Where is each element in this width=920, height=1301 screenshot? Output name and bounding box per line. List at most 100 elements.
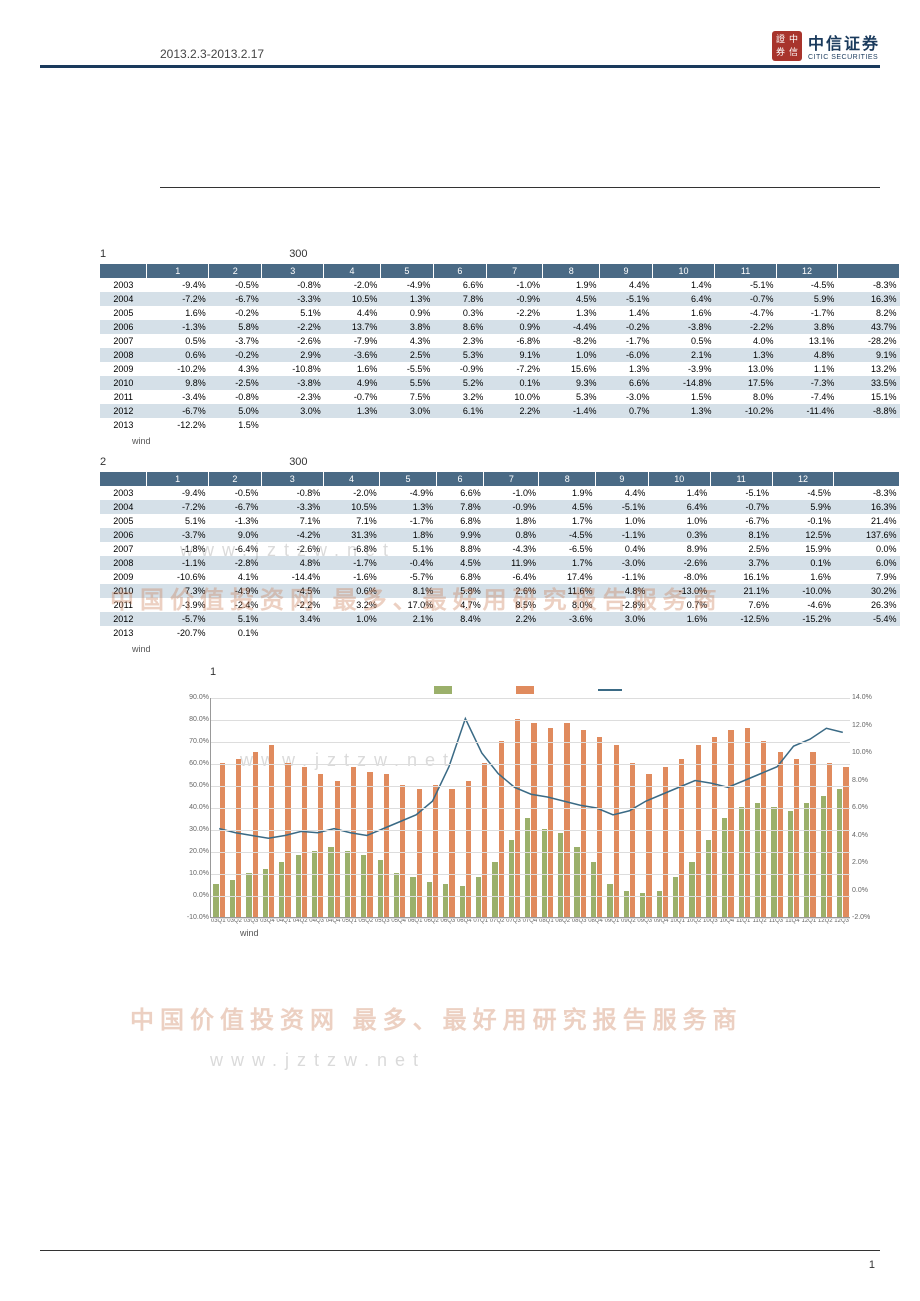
value-cell: -6.5%	[539, 542, 595, 556]
year-cell: 2011	[100, 598, 147, 612]
col-header: 9	[600, 264, 653, 278]
value-cell: 5.1%	[147, 514, 209, 528]
value-cell: 4.4%	[600, 278, 653, 292]
year-cell: 2010	[100, 376, 147, 390]
value-cell: 15.9%	[772, 542, 834, 556]
value-cell: -9.4%	[147, 278, 209, 292]
value-cell	[323, 626, 379, 640]
table-row: 2006-3.7%9.0%-4.2%31.3%1.8%9.9%0.8%-4.5%…	[100, 528, 900, 542]
y-left-tick: 90.0%	[169, 694, 209, 701]
value-cell: 1.0%	[648, 514, 710, 528]
value-cell: -20.7%	[147, 626, 209, 640]
col-header: 4	[323, 472, 379, 486]
chart-source: wind	[240, 928, 880, 938]
value-cell: 1.3%	[715, 348, 777, 362]
value-cell	[777, 418, 838, 432]
value-cell: -0.2%	[600, 320, 653, 334]
value-cell: 5.8%	[209, 320, 262, 334]
value-cell: 1.3%	[380, 292, 433, 306]
value-cell: -2.0%	[324, 278, 381, 292]
value-cell: -1.7%	[323, 556, 379, 570]
value-cell: -6.7%	[209, 500, 262, 514]
value-cell	[772, 626, 834, 640]
value-cell: -28.2%	[837, 334, 899, 348]
value-cell: 8.6%	[433, 320, 486, 334]
value-cell: -4.4%	[543, 320, 600, 334]
value-cell: 10.5%	[323, 500, 379, 514]
value-cell: 17.4%	[539, 570, 595, 584]
y-left-tick: -10.0%	[169, 914, 209, 921]
y-left-tick: 80.0%	[169, 716, 209, 723]
value-cell: -0.7%	[710, 500, 772, 514]
table-row: 20070.5%-3.7%-2.6%-7.9%4.3%2.3%-6.8%-8.2…	[100, 334, 900, 348]
value-cell: -1.7%	[777, 306, 838, 320]
value-cell: -2.3%	[262, 390, 324, 404]
col-header: 11	[710, 472, 772, 486]
col-header: 7	[486, 264, 543, 278]
value-cell: 7.9%	[834, 570, 900, 584]
value-cell: -2.5%	[209, 376, 262, 390]
col-header: 7	[484, 472, 539, 486]
value-cell: -2.6%	[648, 556, 710, 570]
table-row: 2012-5.7%5.1%3.4%1.0%2.1%8.4%2.2%-3.6%3.…	[100, 612, 900, 626]
value-cell: -11.4%	[777, 404, 838, 418]
value-cell: 4.9%	[324, 376, 381, 390]
value-cell: 3.0%	[380, 404, 433, 418]
value-cell: 15.6%	[543, 362, 600, 376]
value-cell: -0.5%	[209, 486, 262, 500]
value-cell: 1.3%	[324, 404, 381, 418]
table-row: 2013-20.7%0.1%	[100, 626, 900, 640]
value-cell: -5.7%	[380, 570, 436, 584]
value-cell: -4.9%	[380, 278, 433, 292]
section-divider	[160, 68, 880, 188]
value-cell: 1.8%	[380, 528, 436, 542]
value-cell: 9.1%	[486, 348, 543, 362]
value-cell: -0.9%	[486, 292, 543, 306]
value-cell	[715, 418, 777, 432]
value-cell: -8.0%	[648, 570, 710, 584]
y-left-tick: 30.0%	[169, 826, 209, 833]
value-cell: 7.8%	[436, 500, 484, 514]
chart-plot-area: 90.0%80.0%70.0%60.0%50.0%40.0%30.0%20.0%…	[210, 698, 850, 918]
table-row: 2004-7.2%-6.7%-3.3%10.5%1.3%7.8%-0.9%4.5…	[100, 292, 900, 306]
legend-item-3	[598, 684, 626, 694]
col-header	[837, 264, 899, 278]
col-header: 5	[380, 472, 436, 486]
value-cell	[436, 626, 484, 640]
value-cell: 1.9%	[543, 278, 600, 292]
value-cell: 0.6%	[147, 348, 209, 362]
value-cell: -10.0%	[772, 584, 834, 598]
value-cell: -0.7%	[715, 292, 777, 306]
value-cell: -4.5%	[777, 278, 838, 292]
table-row: 2003-9.4%-0.5%-0.8%-2.0%-4.9%6.6%-1.0%1.…	[100, 278, 900, 292]
value-cell: 4.3%	[380, 334, 433, 348]
footer-rule	[40, 1250, 880, 1251]
value-cell: 4.8%	[261, 556, 323, 570]
value-cell: 5.3%	[433, 348, 486, 362]
value-cell: 2.1%	[380, 612, 436, 626]
value-cell: 8.1%	[710, 528, 772, 542]
value-cell: -15.2%	[772, 612, 834, 626]
value-cell: 1.6%	[772, 570, 834, 584]
chart-legend	[210, 684, 850, 694]
y-left-tick: 20.0%	[169, 848, 209, 855]
value-cell: -12.5%	[710, 612, 772, 626]
value-cell: 8.5%	[484, 598, 539, 612]
value-cell: 5.1%	[262, 306, 324, 320]
value-cell: -3.6%	[324, 348, 381, 362]
year-cell: 2008	[100, 556, 147, 570]
value-cell: 137.6%	[834, 528, 900, 542]
value-cell: 4.5%	[436, 556, 484, 570]
value-cell: 5.5%	[380, 376, 433, 390]
value-cell: 4.7%	[436, 598, 484, 612]
value-cell: -7.3%	[777, 376, 838, 390]
value-cell: -4.5%	[539, 528, 595, 542]
y-left-tick: 50.0%	[169, 782, 209, 789]
table-row: 20055.1%-1.3%7.1%7.1%-1.7%6.8%1.8%1.7%1.…	[100, 514, 900, 528]
value-cell: 0.6%	[323, 584, 379, 598]
value-cell: 0.1%	[209, 626, 262, 640]
year-cell: 2011	[100, 390, 147, 404]
value-cell: 8.9%	[648, 542, 710, 556]
value-cell: 1.1%	[777, 362, 838, 376]
col-header	[100, 472, 147, 486]
